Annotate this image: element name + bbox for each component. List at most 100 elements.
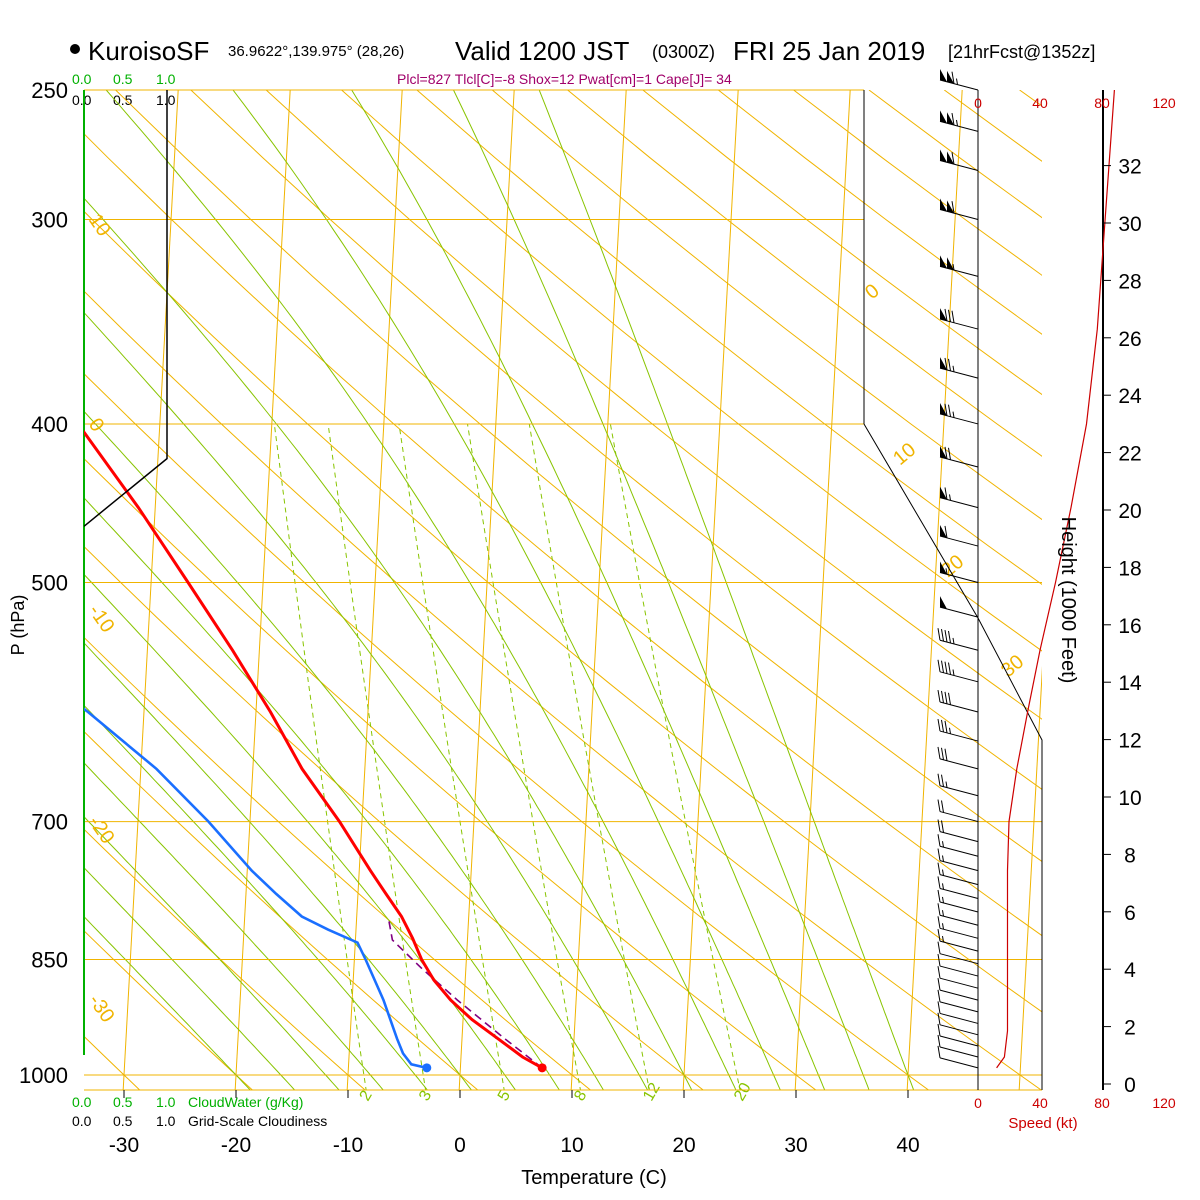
- valid-time: Valid 1200 JST: [455, 36, 630, 66]
- cloud-water-legend: CloudWater (g/Kg): [188, 1094, 303, 1110]
- wind-barb: [939, 69, 979, 91]
- isotherm-label: -30: [84, 990, 119, 1026]
- dry-adiabat-line: [84, 730, 479, 1090]
- pressure-tick-label: 250: [31, 78, 68, 103]
- wind-barb: [939, 402, 979, 425]
- mixing-ratio-line: [528, 423, 650, 1090]
- mixing-ratio-line: [609, 423, 741, 1090]
- height-tick-label: 2: [1124, 1017, 1136, 1040]
- wind-barb: [937, 834, 979, 857]
- wind-barb: [937, 773, 979, 797]
- isotherm-label: 30: [997, 651, 1028, 682]
- wind-barb: [937, 799, 979, 823]
- cloudiness-tick-label: 0.0: [72, 1113, 92, 1129]
- pressure-tick-label: 700: [31, 810, 68, 835]
- dry-adiabat-line: [115, 90, 1042, 863]
- pressure-tick-label: 850: [31, 948, 68, 973]
- wind-barb: [939, 561, 979, 583]
- wind-barb: [939, 308, 979, 330]
- wind-barb: [937, 889, 979, 913]
- speed-tick-label: 120: [1152, 95, 1176, 111]
- moist-adiabat-line: [84, 815, 340, 1090]
- dry-adiabat-line: [567, 90, 1042, 457]
- cloud-tick-label: 0.5: [113, 71, 133, 87]
- speed-tick-label: 0: [974, 1095, 982, 1111]
- height-tick-label: 0: [1124, 1074, 1136, 1097]
- temperature-tick-label: -10: [333, 1134, 363, 1157]
- isotherm-line: [570, 90, 627, 1090]
- isotherm-line: [794, 90, 851, 1090]
- wind-barb: [937, 819, 979, 843]
- speed-tick-label: 120: [1152, 1095, 1176, 1111]
- height-tick-label: 6: [1124, 902, 1136, 925]
- isotherm-line: [1018, 665, 1042, 1090]
- cloudiness-tick-label: 0.5: [113, 1113, 133, 1129]
- dry-adiabat-line: [265, 90, 1042, 720]
- x-axis-title: Temperature (C): [521, 1167, 667, 1189]
- height-tick-label: 30: [1118, 213, 1141, 236]
- dry-adiabat-line: [1019, 90, 1042, 107]
- height-tick-label: 8: [1124, 844, 1136, 867]
- isotherm-line: [122, 90, 179, 1090]
- wind-barb: [937, 1045, 979, 1069]
- dry-adiabat-line: [84, 828, 366, 1090]
- wind-barb: [939, 357, 979, 379]
- height-tick-label: 20: [1118, 500, 1141, 523]
- moist-adiabat-line: [538, 90, 915, 1090]
- isotherm-line: [346, 90, 403, 1090]
- height-tick-label: 24: [1118, 385, 1142, 408]
- dry-adiabat-line: [717, 90, 1042, 335]
- wind-barb: [937, 848, 979, 872]
- sounding-profiles: [84, 90, 547, 1073]
- moist-adiabat-line: [84, 497, 561, 1090]
- pressure-tick-label: 500: [31, 571, 68, 596]
- wind-barb: [939, 446, 979, 468]
- temperature-tick-label: -30: [109, 1134, 139, 1157]
- cloud-tick-label: 1.0: [156, 71, 176, 87]
- wind-barb: [939, 486, 979, 509]
- valid-date: FRI 25 Jan 2019: [733, 36, 925, 66]
- moist-adiabat-line: [84, 866, 296, 1090]
- wind-barb: [937, 1012, 979, 1036]
- cloudiness-line: [84, 90, 168, 527]
- wind-barb: [939, 149, 979, 172]
- wind-barb: [937, 689, 979, 713]
- wind-barb: [937, 1034, 979, 1058]
- tropopause-outline-line: [863, 423, 1043, 1090]
- temperature-line: [84, 429, 543, 1070]
- pressure-tick-label: 1000: [19, 1063, 68, 1088]
- mixing-ratio-label: 12: [640, 1080, 664, 1104]
- cloudiness-legend: Grid-Scale Cloudiness: [188, 1113, 327, 1129]
- wind-barb: [939, 110, 979, 132]
- speed-tick-label: 40: [1032, 1095, 1048, 1111]
- height-tick-label: 28: [1118, 270, 1141, 293]
- forecast-info: [21hrFcst@1352z]: [948, 42, 1095, 62]
- station-name: KuroisoSF: [88, 36, 209, 66]
- dewpoint-line: [84, 707, 428, 1070]
- wind-barb: [937, 1023, 979, 1047]
- dry-adiabat-line: [868, 90, 1042, 219]
- wind-barb: [937, 916, 979, 939]
- isotherm-label: 0: [84, 414, 108, 436]
- station-coords: 36.9622°,139.975° (28,26): [228, 43, 404, 60]
- wind-barb: [937, 953, 979, 977]
- moist-adiabat-line: [351, 90, 826, 1090]
- height-tick-label: 22: [1118, 443, 1141, 466]
- isotherm-label: -20: [84, 812, 119, 848]
- valid-utc: (0300Z): [652, 42, 715, 62]
- height-tick-label: 4: [1124, 959, 1136, 982]
- cloud-tick-label: 0.0: [72, 1094, 92, 1110]
- dry-adiabat-line: [416, 90, 1042, 586]
- speed-tick-label: 40: [1032, 95, 1048, 111]
- wind-barb: [937, 941, 979, 965]
- wind-barb: [937, 659, 979, 683]
- cloudiness-tick-label: 0.5: [113, 92, 133, 108]
- wind-barb: [937, 978, 979, 1001]
- wind-barb: [939, 198, 979, 221]
- isotherm-line: [234, 90, 291, 1090]
- wind-barb: [939, 525, 979, 547]
- height-tick-label: 32: [1118, 156, 1141, 179]
- isotherm-line: [906, 90, 963, 1090]
- moist-adiabat-line: [84, 915, 251, 1090]
